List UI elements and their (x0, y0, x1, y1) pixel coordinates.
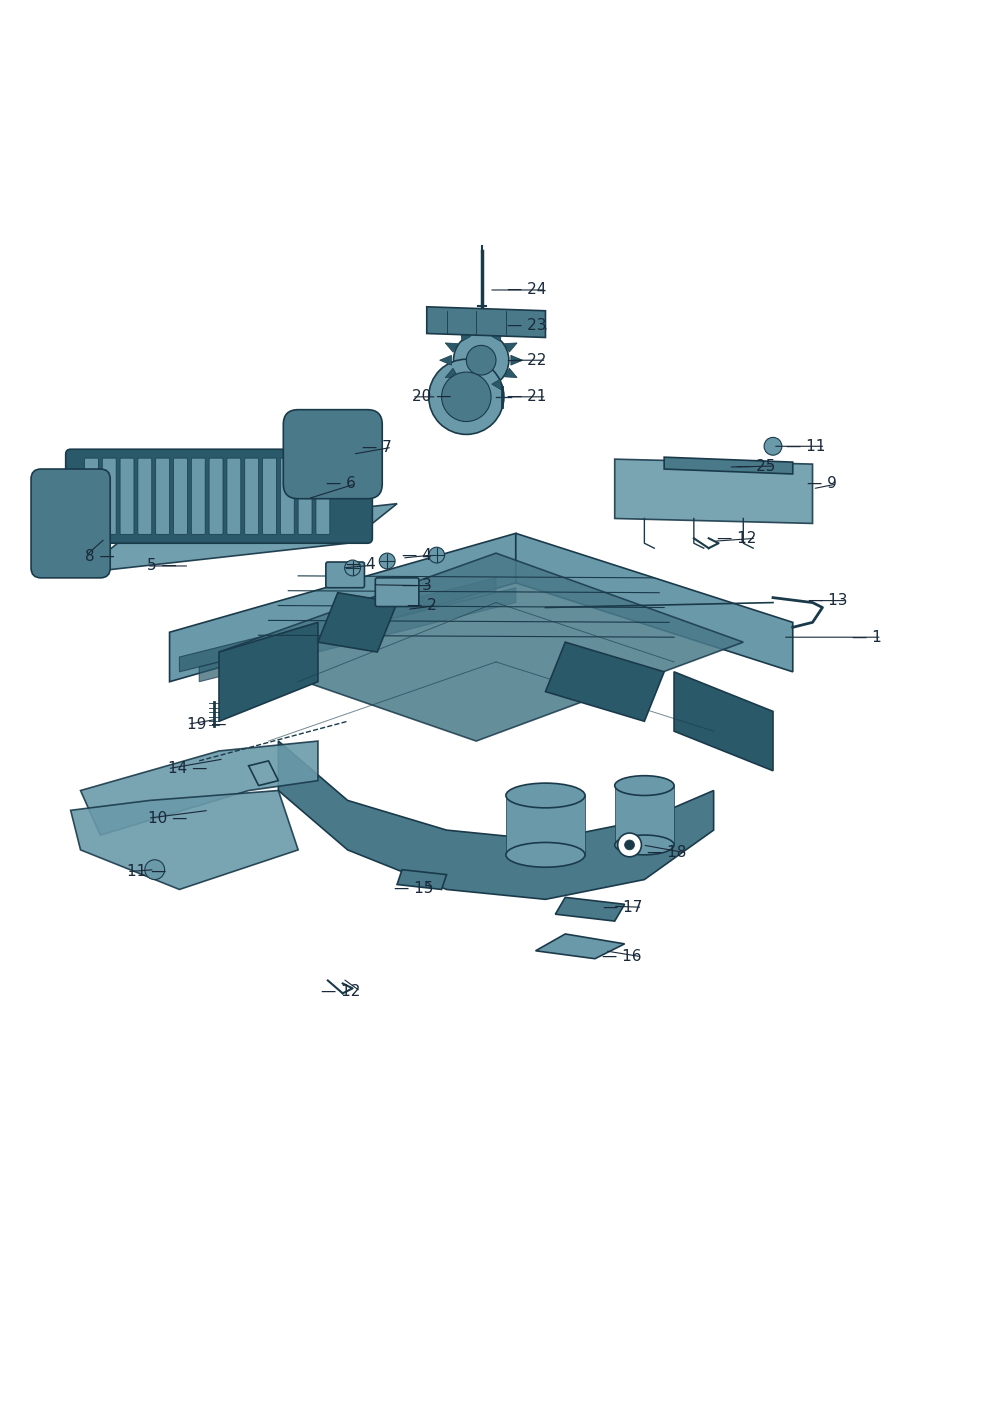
Polygon shape (665, 457, 793, 474)
Polygon shape (460, 379, 470, 390)
Circle shape (344, 560, 360, 575)
Polygon shape (476, 384, 486, 394)
Polygon shape (445, 342, 458, 352)
Text: — 6: — 6 (325, 477, 355, 491)
Text: — 4: — 4 (402, 547, 432, 563)
Text: — 2: — 2 (407, 598, 436, 613)
Polygon shape (506, 796, 585, 854)
Polygon shape (180, 578, 496, 672)
Text: 11 —: 11 — (127, 864, 167, 880)
Circle shape (379, 553, 395, 570)
Polygon shape (511, 355, 523, 365)
FancyBboxPatch shape (31, 469, 110, 578)
Text: 10 —: 10 — (148, 811, 187, 826)
Polygon shape (460, 330, 470, 341)
Text: — 1: — 1 (852, 630, 882, 645)
Text: — 18: — 18 (647, 846, 685, 860)
Polygon shape (516, 533, 793, 672)
Text: — 23: — 23 (507, 318, 547, 333)
FancyBboxPatch shape (65, 449, 372, 543)
Polygon shape (615, 459, 812, 523)
FancyBboxPatch shape (102, 459, 116, 535)
Text: 14 —: 14 — (168, 762, 207, 776)
Circle shape (618, 833, 642, 857)
Polygon shape (219, 553, 743, 741)
FancyBboxPatch shape (174, 459, 187, 535)
Polygon shape (397, 870, 446, 890)
Text: — 12: — 12 (321, 984, 360, 999)
Text: — 4: — 4 (345, 557, 375, 572)
Polygon shape (556, 898, 625, 922)
Polygon shape (199, 588, 516, 682)
FancyBboxPatch shape (325, 563, 364, 588)
Polygon shape (170, 533, 516, 682)
Text: — 24: — 24 (507, 282, 547, 297)
Ellipse shape (615, 776, 674, 796)
FancyBboxPatch shape (281, 459, 295, 535)
Circle shape (625, 840, 635, 850)
Text: — 21: — 21 (507, 389, 547, 404)
FancyBboxPatch shape (120, 459, 134, 535)
FancyBboxPatch shape (209, 459, 223, 535)
Polygon shape (492, 379, 502, 390)
FancyBboxPatch shape (316, 459, 329, 535)
FancyBboxPatch shape (156, 459, 170, 535)
FancyBboxPatch shape (84, 459, 98, 535)
Polygon shape (536, 934, 625, 958)
Polygon shape (70, 790, 299, 890)
Text: 5 —: 5 — (147, 558, 177, 574)
Text: — 15: — 15 (394, 881, 434, 897)
Polygon shape (439, 355, 451, 365)
Polygon shape (492, 330, 502, 341)
FancyBboxPatch shape (284, 410, 382, 498)
Polygon shape (279, 741, 713, 899)
FancyBboxPatch shape (227, 459, 241, 535)
Ellipse shape (506, 783, 585, 808)
Polygon shape (427, 307, 546, 338)
Ellipse shape (615, 835, 674, 854)
FancyBboxPatch shape (299, 459, 312, 535)
Polygon shape (219, 623, 318, 721)
Circle shape (429, 359, 504, 435)
Text: — 13: — 13 (807, 593, 847, 607)
Text: — 22: — 22 (507, 352, 547, 368)
Text: — 17: — 17 (603, 899, 643, 915)
Circle shape (466, 345, 496, 375)
Circle shape (764, 438, 782, 455)
Polygon shape (504, 342, 517, 352)
Polygon shape (80, 741, 318, 835)
Polygon shape (674, 672, 773, 770)
FancyBboxPatch shape (191, 459, 205, 535)
Text: — 3: — 3 (402, 578, 432, 593)
Text: 8 —: 8 — (85, 549, 115, 564)
Circle shape (145, 860, 165, 880)
Text: 20 —: 20 — (412, 389, 451, 404)
Text: — 7: — 7 (362, 439, 392, 455)
Polygon shape (546, 643, 665, 721)
FancyBboxPatch shape (375, 578, 419, 606)
Circle shape (441, 372, 491, 421)
Text: — 9: — 9 (807, 477, 837, 491)
Text: — 11: — 11 (786, 439, 825, 453)
Ellipse shape (506, 842, 585, 867)
Polygon shape (615, 786, 674, 845)
Polygon shape (476, 325, 486, 335)
Polygon shape (504, 369, 517, 377)
FancyBboxPatch shape (138, 459, 152, 535)
FancyBboxPatch shape (245, 459, 259, 535)
Circle shape (429, 547, 444, 563)
Text: — 12: — 12 (717, 530, 756, 546)
Circle shape (453, 333, 509, 387)
Polygon shape (318, 592, 397, 652)
Text: — 16: — 16 (602, 950, 642, 964)
Polygon shape (445, 369, 458, 377)
Text: — 25: — 25 (736, 459, 775, 474)
FancyBboxPatch shape (263, 459, 277, 535)
Polygon shape (80, 504, 397, 572)
Text: 19 —: 19 — (187, 717, 227, 732)
